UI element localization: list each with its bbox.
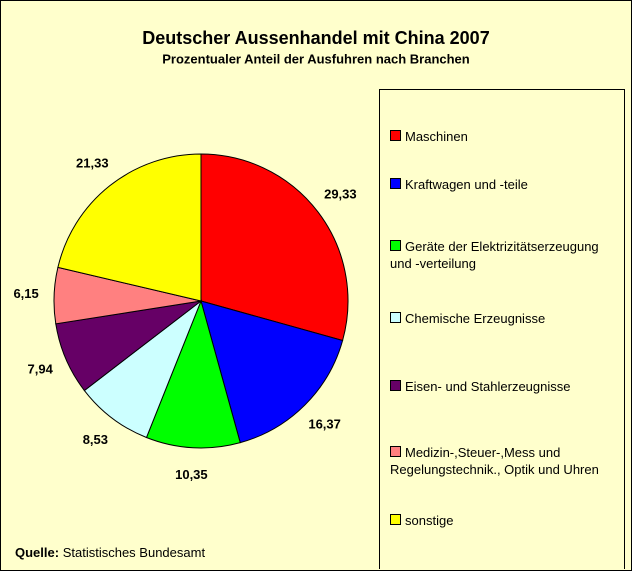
pie-slice [57, 153, 202, 302]
legend-label: Eisen- und Stahlerzeugnisse [405, 379, 571, 394]
legend-swatch [390, 514, 401, 525]
source-label: Quelle: [15, 545, 60, 560]
legend-label: Kraftwagen und -teile [405, 177, 528, 192]
legend-item: Kraftwagen und -teile [390, 176, 622, 193]
legend-swatch [390, 312, 401, 323]
source-text: Statistisches Bundesamt [62, 545, 206, 560]
legend: Maschinen Kraftwagen und -teile Geräte der… [379, 89, 625, 569]
legend-item: Medizin-,Steuer-,Mess und Regelungstechn… [390, 444, 622, 478]
chart-title: Deutscher Aussenhandel mit China 2007 [142, 28, 489, 48]
source: Quelle: Statistisches Bundesamt [15, 545, 205, 560]
pie-slice [145, 299, 241, 449]
legend-item: Chemische Erzeugnisse [390, 310, 622, 327]
pie-slice [200, 153, 349, 342]
legend-swatch [390, 178, 401, 189]
data-label: 10,35 [175, 467, 208, 482]
legend-swatch [390, 240, 401, 251]
data-label: 29,33 [324, 187, 357, 202]
legend-item: Geräte der Elektrizitätserzeugung und -v… [390, 238, 622, 272]
data-label: 21,33 [76, 155, 109, 170]
legend-item: sonstige [390, 512, 622, 529]
legend-item: Maschinen [390, 128, 622, 145]
data-label: 7,94 [28, 361, 54, 376]
legend-swatch [390, 130, 401, 141]
legend-swatch [390, 380, 401, 391]
legend-label: Medizin-,Steuer-,Mess und Regelungstechn… [390, 445, 599, 477]
legend-label: Geräte der Elektrizitätserzeugung und -v… [390, 239, 599, 271]
data-label: 16,37 [308, 416, 341, 431]
data-label: 8,53 [83, 432, 108, 447]
legend-label: sonstige [405, 513, 454, 528]
legend-label: Maschinen [405, 129, 468, 144]
legend-label: Chemische Erzeugnisse [405, 311, 546, 326]
pie-slice [200, 300, 344, 444]
data-label: 6,15 [13, 286, 38, 301]
legend-item: Eisen- und Stahlerzeugnisse [390, 378, 622, 395]
legend-swatch [390, 446, 401, 457]
chart-subtitle: Prozentualer Anteil der Ausfuhren nach B… [162, 51, 470, 66]
